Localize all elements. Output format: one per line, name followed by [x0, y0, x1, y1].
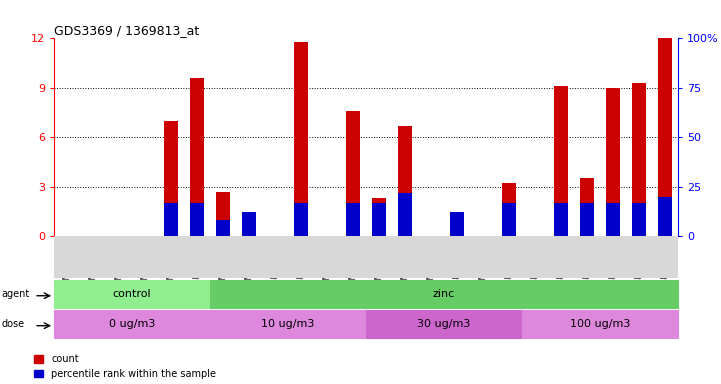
Legend: count, percentile rank within the sample: count, percentile rank within the sample — [34, 354, 216, 379]
Bar — [346, 111, 360, 236]
Bar — [216, 220, 230, 236]
Bar — [164, 202, 178, 236]
Text: 100 ug/m3: 100 ug/m3 — [570, 319, 630, 329]
Bar — [658, 38, 672, 236]
Bar — [554, 202, 568, 236]
Text: 10 ug/m3: 10 ug/m3 — [261, 319, 314, 329]
Text: control: control — [112, 289, 151, 300]
Bar — [242, 212, 256, 236]
Bar — [293, 42, 308, 236]
Bar — [554, 86, 568, 236]
Bar — [242, 230, 256, 236]
Text: 30 ug/m3: 30 ug/m3 — [417, 319, 471, 329]
Bar — [606, 88, 620, 236]
Bar — [293, 202, 308, 236]
Bar — [632, 83, 646, 236]
Bar — [372, 198, 386, 236]
Bar — [398, 126, 412, 236]
Text: dose: dose — [1, 319, 25, 329]
Bar — [502, 202, 516, 236]
Bar — [398, 193, 412, 236]
Bar — [502, 184, 516, 236]
Bar — [580, 179, 594, 236]
Text: 0 ug/m3: 0 ug/m3 — [109, 319, 155, 329]
Bar — [346, 202, 360, 236]
Bar — [658, 197, 672, 236]
Bar — [580, 202, 594, 236]
Text: agent: agent — [1, 289, 30, 300]
Bar — [190, 202, 204, 236]
Text: GDS3369 / 1369813_at: GDS3369 / 1369813_at — [54, 24, 199, 37]
Bar — [606, 202, 620, 236]
Bar — [450, 212, 464, 236]
Bar — [216, 192, 230, 236]
Text: zinc: zinc — [433, 289, 455, 300]
Bar — [632, 202, 646, 236]
Bar — [450, 228, 464, 236]
Bar — [164, 121, 178, 236]
Bar — [190, 78, 204, 236]
Bar — [372, 202, 386, 236]
